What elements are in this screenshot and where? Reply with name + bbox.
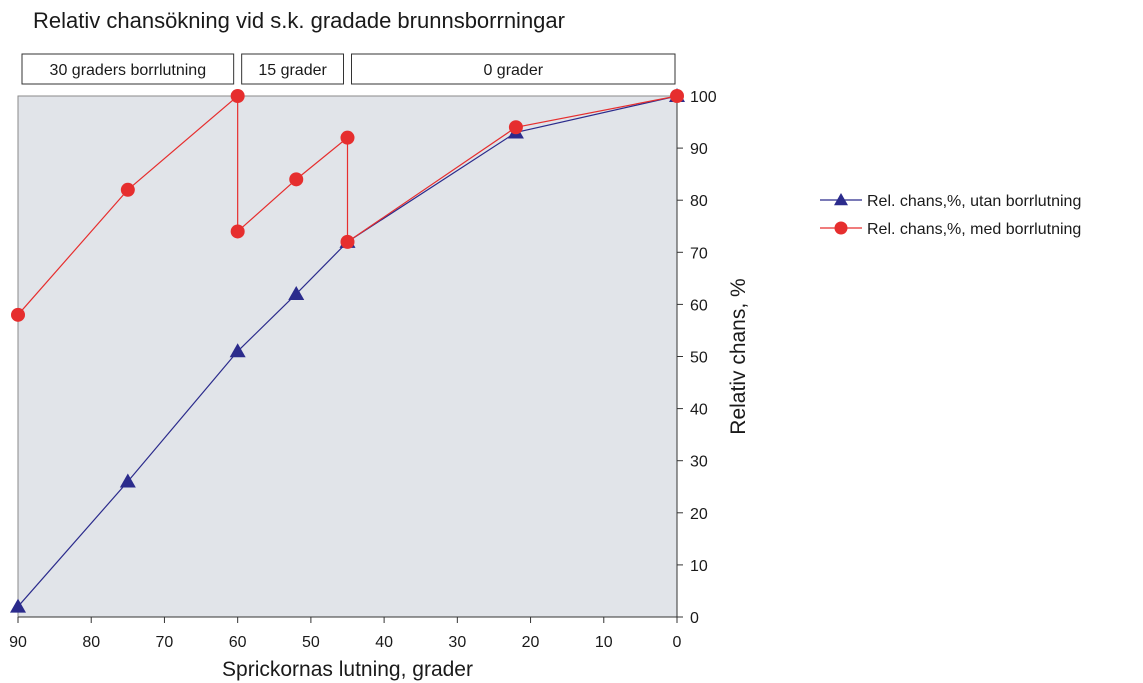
- legend-marker: [834, 221, 848, 235]
- x-axis-label: Sprickornas lutning, grader: [222, 658, 473, 681]
- y-tick-label: 60: [690, 297, 708, 314]
- data-point: [289, 172, 304, 187]
- data-point: [11, 307, 25, 322]
- data-point: [508, 120, 523, 135]
- y-tick-label: 70: [690, 245, 708, 262]
- data-point: [230, 224, 245, 239]
- y-tick-label: 100: [690, 89, 717, 106]
- x-tick-label: 0: [673, 634, 682, 651]
- x-tick-label: 90: [9, 634, 27, 651]
- chart-title: Relativ chansökning vid s.k. gradade bru…: [33, 8, 565, 33]
- data-point: [670, 89, 684, 103]
- data-point: [119, 473, 136, 488]
- legend-marker: [834, 193, 848, 206]
- y-tick-label: 80: [690, 193, 708, 210]
- band-label: 15 grader: [258, 62, 327, 79]
- data-point: [10, 598, 26, 613]
- y-axis-label: Relativ chans, %: [727, 278, 750, 434]
- x-tick-label: 70: [156, 634, 174, 651]
- legend: Rel. chans,%, utan borrlutning Rel. chans…: [820, 193, 1081, 238]
- legend-label: Rel. chans,%, utan borrlutning: [867, 193, 1081, 210]
- band-box: [241, 53, 345, 85]
- data-point: [229, 343, 246, 358]
- band-label: 30 graders borrlutning: [50, 62, 207, 79]
- series-layer: [10, 88, 685, 613]
- series-2: [11, 89, 684, 322]
- band-label: 0 grader: [483, 62, 543, 79]
- data-point: [120, 182, 135, 197]
- y-tick-label: 90: [690, 141, 708, 158]
- x-tick-label: 50: [302, 634, 320, 651]
- x-tick-label: 30: [448, 634, 466, 651]
- category-bands: 30 graders borrlutning 15 grader 0 grader: [21, 53, 676, 85]
- x-tick-label: 20: [522, 634, 540, 651]
- y-tick-label: 0: [690, 610, 699, 627]
- x-tick-label: 40: [375, 634, 393, 651]
- data-point: [230, 89, 245, 103]
- axes: 90 80 70 60 50 40 30 20 10 0010203040506070809010…: [9, 89, 717, 651]
- y-tick-label: 10: [690, 558, 708, 575]
- y-tick-label: 20: [690, 506, 708, 523]
- data-point: [288, 285, 305, 300]
- x-tick-label: 80: [82, 634, 100, 651]
- y-tick-label: 30: [690, 454, 708, 471]
- band-box: [21, 53, 235, 85]
- data-point: [340, 130, 355, 145]
- y-tick-label: 50: [690, 350, 708, 367]
- x-tick-label: 60: [229, 634, 247, 651]
- y-tick-label: 40: [690, 402, 708, 419]
- legend-label: Rel. chans,%, med borrlutning: [867, 221, 1081, 238]
- band-box: [351, 53, 676, 85]
- data-point: [340, 234, 355, 249]
- x-tick-label: 10: [595, 634, 613, 651]
